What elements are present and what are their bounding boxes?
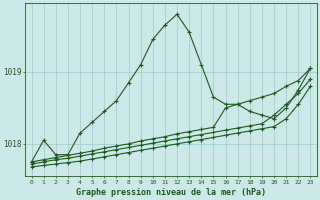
X-axis label: Graphe pression niveau de la mer (hPa): Graphe pression niveau de la mer (hPa) xyxy=(76,188,266,197)
